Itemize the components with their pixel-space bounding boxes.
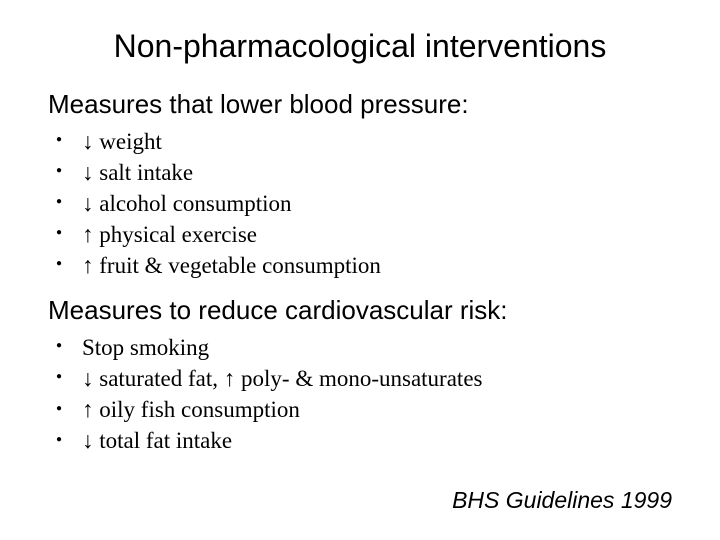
bullet-icon	[56, 250, 82, 281]
list-item-text: Stop smoking	[82, 332, 209, 363]
list-item-text: ↓ salt intake	[82, 157, 193, 188]
list-item: ↓ saturated fat, ↑ poly- & mono-unsatura…	[56, 363, 672, 394]
list-item: ↑ physical exercise	[56, 219, 672, 250]
bullet-icon	[56, 219, 82, 250]
list-item: ↑ fruit & vegetable consumption	[56, 250, 672, 281]
slide-title: Non-pharmacological interventions	[48, 28, 672, 65]
bullet-icon	[56, 126, 82, 157]
list-item: ↓ alcohol consumption	[56, 188, 672, 219]
bullet-icon	[56, 157, 82, 188]
list-item: ↓ weight	[56, 126, 672, 157]
list-item-text: ↑ oily fish consumption	[82, 394, 300, 425]
list-item-text: ↓ total fat intake	[82, 425, 232, 456]
list-item: ↑ oily fish consumption	[56, 394, 672, 425]
section1-list: ↓ weight ↓ salt intake ↓ alcohol consump…	[56, 126, 672, 281]
list-item-text: ↑ physical exercise	[82, 219, 257, 250]
list-item-text: ↓ weight	[82, 126, 162, 157]
list-item: ↓ total fat intake	[56, 425, 672, 456]
list-item: Stop smoking	[56, 332, 672, 363]
bullet-icon	[56, 363, 82, 394]
section2-heading: Measures to reduce cardiovascular risk:	[48, 295, 672, 326]
section2-list: Stop smoking ↓ saturated fat, ↑ poly- & …	[56, 332, 672, 456]
list-item-text: ↓ alcohol consumption	[82, 188, 292, 219]
bullet-icon	[56, 188, 82, 219]
bullet-icon	[56, 425, 82, 456]
bullet-icon	[56, 332, 82, 363]
list-item-text: ↑ fruit & vegetable consumption	[82, 250, 381, 281]
citation: BHS Guidelines 1999	[452, 487, 672, 514]
list-item: ↓ salt intake	[56, 157, 672, 188]
list-item-text: ↓ saturated fat, ↑ poly- & mono-unsatura…	[82, 363, 482, 394]
section1-heading: Measures that lower blood pressure:	[48, 89, 672, 120]
bullet-icon	[56, 394, 82, 425]
